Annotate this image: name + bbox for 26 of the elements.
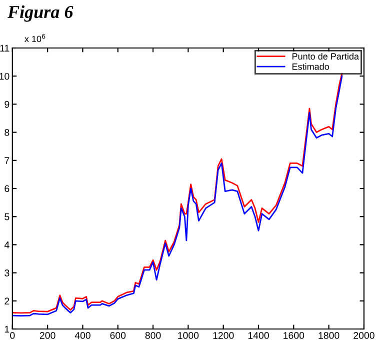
y-tick-label: 10: [0, 72, 10, 80]
y-tick-label: 8: [4, 129, 10, 136]
x-tick-label: 800: [145, 332, 161, 339]
chart-title: Figura 6: [8, 5, 74, 22]
y-tick-label: 7: [4, 157, 10, 164]
y-tick-label: 3: [4, 270, 10, 276]
y-tick-label: 4: [4, 242, 10, 248]
x-tick-label: 200: [40, 332, 56, 339]
y-tick-label: 6: [4, 185, 10, 192]
x-tick-label: 0: [10, 332, 15, 339]
x-tick-label: 400: [74, 332, 90, 339]
y-tick-label: 2: [4, 298, 10, 304]
x-tick-label: 2000: [354, 332, 374, 339]
legend-label: Estimado: [292, 63, 330, 70]
y-tick-label: 5: [4, 213, 10, 220]
text: Punto de Partida: [292, 52, 360, 60]
x-tick-label: 1600: [284, 332, 304, 339]
x-tick-label: 1200: [213, 332, 234, 339]
x-tick-label: 1000: [178, 332, 199, 339]
x-tick-label: 600: [110, 332, 126, 339]
x-tick-label: 1400: [248, 332, 269, 339]
text: x 10$^{6}$: [24, 34, 46, 42]
y-tick-label: 9: [4, 100, 10, 108]
x-tick-label: 1800: [318, 332, 340, 339]
y-tick-label: 11: [0, 44, 10, 52]
y-tick-label: 1: [4, 326, 10, 333]
